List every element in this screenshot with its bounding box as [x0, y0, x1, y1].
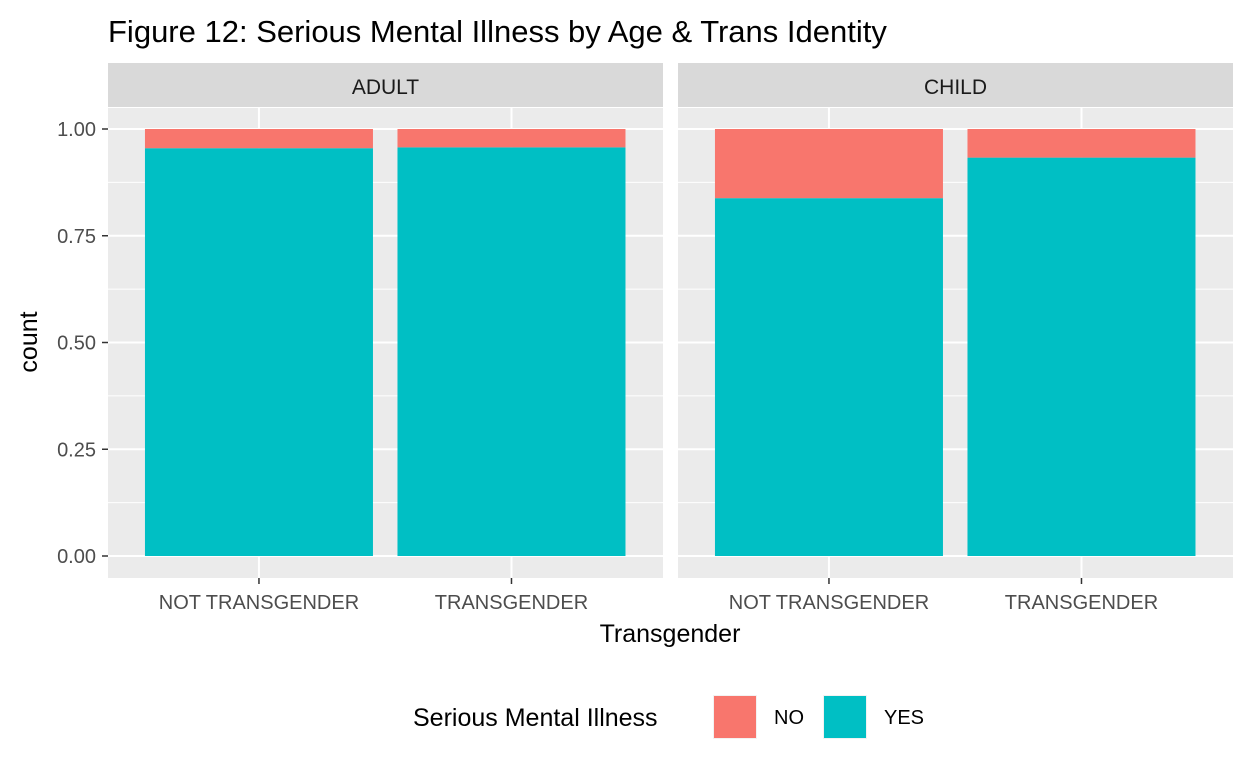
y-axis: 0.00 0.25 0.50 0.75 1.00 — [57, 119, 108, 568]
bar-segment-yes — [714, 198, 943, 556]
x-tick-label: TRANSGENDER — [435, 592, 588, 614]
bar-segment-no — [967, 129, 1196, 158]
bar-segment-yes — [144, 148, 373, 556]
y-tick-label: 0.00 — [57, 546, 96, 568]
legend-label-no: NO — [774, 707, 804, 729]
x-axis-title: Transgender — [600, 620, 741, 648]
y-tick-label: 0.25 — [57, 439, 96, 461]
bar-segment-yes — [397, 147, 626, 556]
legend-swatch-yes — [824, 696, 866, 738]
facet-panel: ADULT NOT TRANSGENDER TRANSGENDER — [108, 63, 663, 614]
y-axis-title: count — [15, 311, 43, 372]
bar-segment-no — [144, 129, 373, 149]
legend-title: Serious Mental Illness — [413, 704, 658, 732]
facet-strip — [678, 63, 1233, 107]
facet-strip-label: ADULT — [352, 76, 419, 99]
bar-segment-no — [714, 129, 943, 199]
x-tick-label: NOT TRANSGENDER — [729, 592, 929, 614]
facet-strip — [108, 63, 663, 107]
y-tick-label: 0.50 — [57, 333, 96, 355]
x-tick-label: TRANSGENDER — [1005, 592, 1158, 614]
legend-swatch-no — [714, 696, 756, 738]
facet-panels: ADULT NOT TRANSGENDER TRANSGENDER CHILD NOT … — [108, 63, 1233, 614]
facet-panel: CHILD NOT TRANSGENDER TRANSGENDER — [678, 63, 1233, 614]
bar-segment-yes — [967, 157, 1196, 556]
facet-strip-label: CHILD — [924, 76, 987, 99]
y-tick-label: 1.00 — [57, 119, 96, 141]
legend-label-yes: YES — [884, 707, 924, 729]
legend: Serious Mental Illness NO YES — [413, 695, 924, 739]
x-tick-label: NOT TRANSGENDER — [159, 592, 359, 614]
bar-segment-no — [397, 129, 626, 148]
y-tick-label: 0.75 — [57, 226, 96, 248]
chart-title: Figure 12: Serious Mental Illness by Age… — [108, 14, 887, 49]
